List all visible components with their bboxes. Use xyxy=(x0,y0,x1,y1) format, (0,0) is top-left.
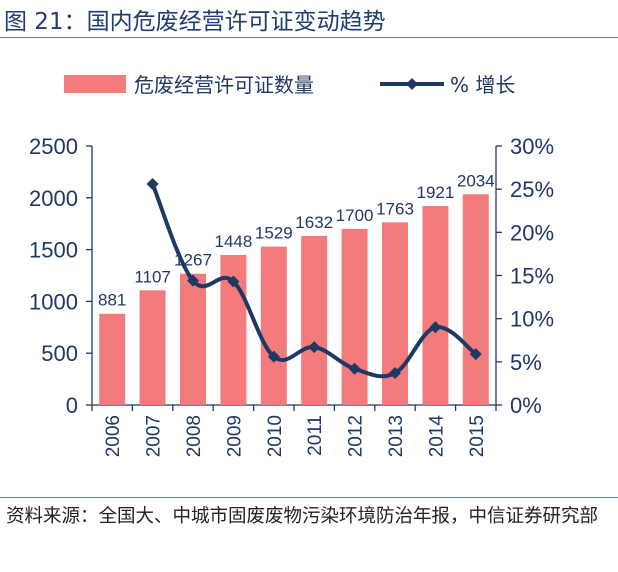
bar-2007 xyxy=(139,290,166,405)
bar-value-label: 1529 xyxy=(255,224,293,243)
bar-2012 xyxy=(341,228,368,405)
bar-2010 xyxy=(260,246,287,405)
growth-point-2013 xyxy=(389,367,401,380)
y-left-tick-label: 1500 xyxy=(29,238,78,263)
y-right-tick-label: 20% xyxy=(510,220,554,245)
bar-2015 xyxy=(462,194,489,405)
bar-2014 xyxy=(422,205,449,405)
growth-point-2012 xyxy=(348,362,361,375)
x-tick-label: 2008 xyxy=(184,415,205,457)
bar-value-label: 881 xyxy=(98,291,126,310)
bar-2011 xyxy=(301,235,328,405)
legend-bar-swatch xyxy=(64,75,126,93)
growth-point-2008 xyxy=(187,274,199,287)
bar-value-label: 1107 xyxy=(134,267,171,286)
x-tick-label: 2015 xyxy=(467,415,488,457)
legend: 危废经营许可证数量 % 增长 xyxy=(64,73,515,97)
bar-value-label: 1921 xyxy=(416,183,454,202)
y-left-tick-label: 0 xyxy=(66,393,78,418)
growth-point-2007 xyxy=(146,177,159,190)
legend-bar-label: 危废经营许可证数量 xyxy=(134,73,314,97)
bar-value-label: 1632 xyxy=(295,213,333,232)
x-tick-label: 2007 xyxy=(144,415,165,457)
bar-value-label: 1700 xyxy=(336,206,374,225)
y-left-tick-label: 2500 xyxy=(29,134,78,159)
bar-2008 xyxy=(180,273,206,405)
x-tick-label: 2009 xyxy=(224,415,245,457)
title-divider xyxy=(0,37,618,38)
y-right-tick-label: 5% xyxy=(510,350,542,375)
x-tick-label: 2014 xyxy=(426,415,447,458)
y-right-tick-label: 10% xyxy=(510,307,554,332)
y-left-tick-label: 2000 xyxy=(29,186,78,211)
bar-value-label: 2034 xyxy=(457,171,495,190)
x-tick-label: 2012 xyxy=(346,415,367,457)
chart: 危废经营许可证数量 % 增长 0 500 1000 1500 2000 2500 0% 5% 1… xyxy=(29,73,554,457)
x-tick-label: 2013 xyxy=(386,415,407,457)
legend-line-label: % 增长 xyxy=(450,73,515,97)
growth-point-2010 xyxy=(267,350,280,363)
growth-point-2014 xyxy=(429,321,442,334)
growth-point-2011 xyxy=(308,341,321,354)
growth-point-2009 xyxy=(227,275,240,288)
legend-line-marker xyxy=(406,78,418,90)
bar-2006 xyxy=(99,313,126,405)
bar-value-label: 1763 xyxy=(376,199,414,218)
figure-title: 图 21：国内危废经营许可证变动趋势 xyxy=(4,9,386,35)
bar-value-label: 1448 xyxy=(214,232,252,251)
y-right-tick-label: 30% xyxy=(510,134,554,159)
y-right-tick-label: 25% xyxy=(510,177,554,202)
source-note: 资料来源：全国大、中城市固废废物污染环境防治年报，中信证券研究部 xyxy=(6,506,599,527)
x-tick-label: 2010 xyxy=(265,415,286,457)
growth-point-2015 xyxy=(469,348,482,361)
y-right-tick-label: 0% xyxy=(510,393,542,418)
y-left-tick-label: 500 xyxy=(41,341,78,366)
x-tick-label: 2011 xyxy=(305,415,326,456)
y-left-tick-label: 1000 xyxy=(29,289,78,314)
y-right-tick-label: 15% xyxy=(510,264,554,289)
x-tick-label: 2006 xyxy=(103,415,124,457)
plot-area: 0 500 1000 1500 2000 2500 0% 5% 10% 15% 20% 25% 30% 8… xyxy=(29,134,554,457)
footer-divider xyxy=(0,497,618,498)
